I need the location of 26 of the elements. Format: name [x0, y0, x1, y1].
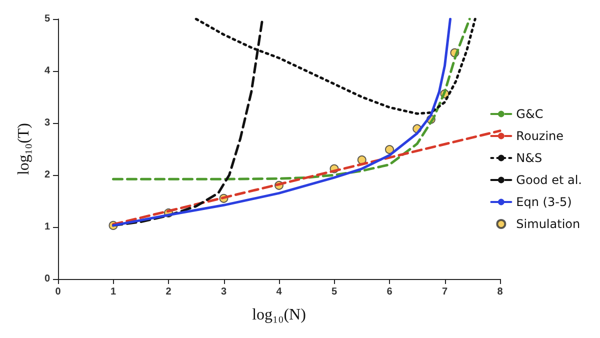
y-tick-label: 4 [44, 66, 50, 76]
y-tick-label: 5 [44, 14, 50, 24]
x-tick-label: 2 [166, 286, 172, 298]
point [357, 155, 366, 164]
y-tick-label: 2 [44, 170, 50, 180]
y-tick-label: 1 [44, 222, 50, 232]
legend-label: Rouzine [516, 129, 564, 143]
x-tick-label: 3 [220, 286, 227, 298]
y-tick-label: 0 [44, 274, 50, 284]
x-tick-label: 4 [276, 286, 282, 298]
legend-label: N&S [516, 151, 542, 165]
x-tick-label: 8 [497, 286, 504, 298]
x-tick-label: 7 [442, 286, 448, 298]
y-tick-label: 3 [44, 118, 50, 128]
legend-label: Eqn (3-5) [516, 195, 572, 209]
x-axis-title: log₁₀(N) [252, 306, 306, 324]
legend-label: G&C [516, 107, 544, 121]
y-axis-title: log₁₀(T) [16, 122, 32, 176]
x-tick-label: 1 [110, 286, 116, 298]
x-tick-label: 6 [386, 286, 393, 298]
x-tick-label: 0 [55, 286, 62, 298]
legend-label: Simulation [516, 217, 580, 231]
legend-label: Good et al. [516, 173, 582, 187]
line-series [112, 18, 471, 180]
point [385, 145, 394, 154]
x-tick-label: 5 [331, 286, 338, 298]
